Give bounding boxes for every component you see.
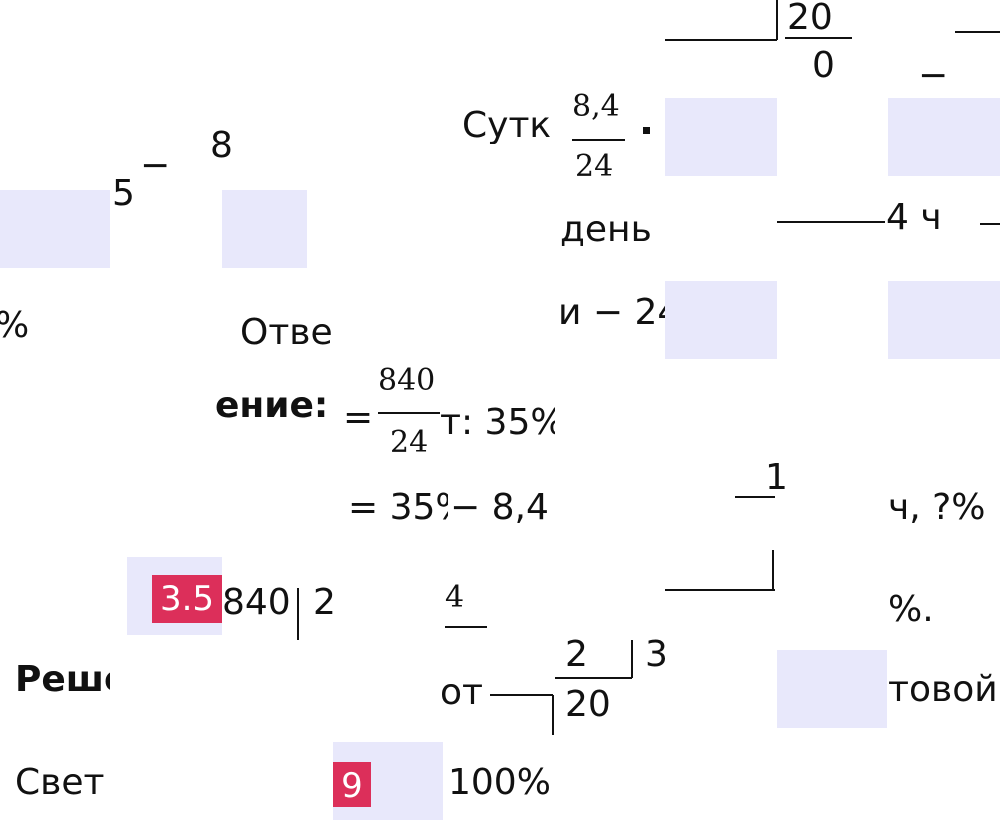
text-fragment: 840 [222, 585, 291, 621]
text-fragment: т: 35% [440, 405, 555, 441]
text-fragment: − 8,4 [450, 490, 549, 526]
text-fragment: 5 [112, 176, 135, 212]
text-fragment: 8,4 [572, 92, 620, 122]
text-fragment: день [560, 212, 652, 248]
text-fragment: ч, ?% [888, 490, 986, 526]
text-fragment: 24 [575, 152, 614, 182]
text-fragment: 2 [313, 585, 336, 621]
text-fragment: 20 [565, 687, 611, 723]
text-fragment: 4 ч [886, 200, 942, 236]
text-fragment: Реше [15, 662, 110, 698]
text-fragment: ение: [215, 388, 329, 424]
text-fragment: = 35% [348, 490, 448, 526]
answer-slot [222, 190, 307, 268]
text-fragment: от [440, 675, 483, 711]
text-fragment: товой [888, 672, 998, 708]
text-fragment: 4 [445, 583, 465, 613]
answer-slot [665, 281, 777, 359]
text-fragment: %. [888, 592, 934, 628]
text-fragment: Сутк [462, 108, 552, 144]
text-fragment: и − 24 [558, 295, 681, 331]
text-fragment: − [918, 58, 949, 94]
text-fragment: 100% [448, 765, 551, 801]
text-fragment: 3 [645, 637, 668, 673]
answer-slot [888, 281, 1000, 359]
text-fragment: Отве [240, 315, 333, 351]
text-fragment: − [140, 148, 171, 184]
text-fragment: 0 [812, 48, 835, 84]
tag-label: 9 [333, 762, 371, 807]
text-fragment: = [343, 400, 374, 436]
answer-slot [0, 190, 110, 268]
tag-label: 3.5 [152, 575, 222, 623]
text-fragment: 8 [210, 128, 233, 164]
text-fragment: 840 [378, 366, 436, 396]
text-fragment: 2 [565, 637, 588, 673]
answer-slot [777, 650, 887, 728]
text-fragment: 24 [390, 428, 429, 458]
text-fragment: 1 [765, 460, 788, 496]
text-fragment: % [0, 308, 29, 344]
text-fragment: Свет [15, 765, 105, 801]
answer-slot [665, 98, 777, 176]
answer-slot [888, 98, 1000, 176]
text-fragment: 20 [787, 0, 833, 36]
